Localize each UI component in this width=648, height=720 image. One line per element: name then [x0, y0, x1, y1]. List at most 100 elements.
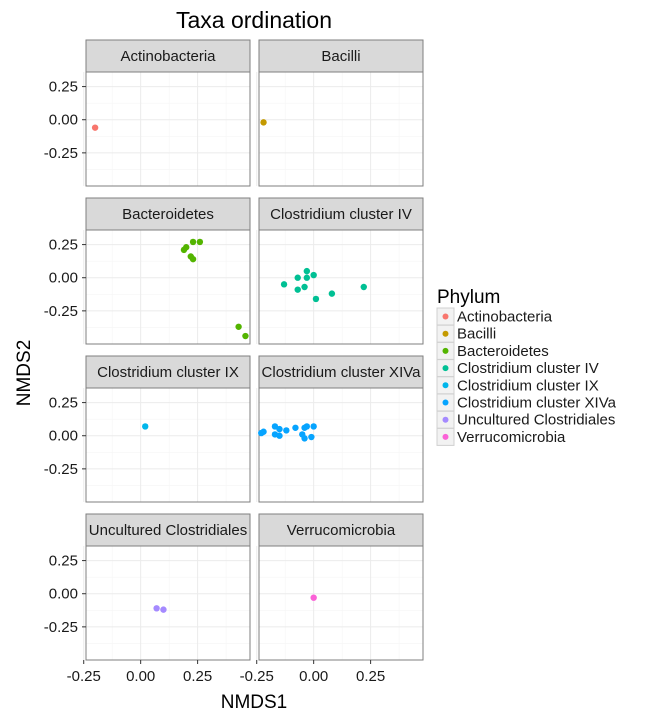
data-point-uncultured-clostridiales [160, 606, 167, 613]
panel-background [85, 71, 251, 187]
legend-label: Clostridium cluster XIVa [457, 395, 617, 412]
y-tick-label: -0.25 [44, 303, 78, 320]
legend-label: Clostridium cluster IX [457, 377, 599, 394]
y-tick-label: 0.25 [49, 237, 78, 254]
data-point-clostridium-cluster-iv [360, 283, 367, 291]
facet-actinobacteria: Actinobacteria [83, 39, 251, 187]
facet-verrucomicrobia: Verrucomicrobia [256, 513, 424, 661]
facet-strip-label: Bacteroidetes [122, 206, 214, 223]
x-axis-title: NMDS1 [221, 692, 288, 713]
panel-background [258, 229, 424, 345]
legend-marker [442, 347, 449, 354]
y-axis-ticks: 0.25 0.00 -0.25 0.25 0.00 -0.25 0.25 0.00 -0.25 0… [44, 79, 86, 636]
facet-strip-label: Uncultured Clostridiales [89, 522, 247, 539]
panel-background [258, 387, 424, 503]
data-point-bacteroidetes [180, 246, 188, 254]
legend-item-clostridium-cluster-ix: Clostridium cluster IX [436, 376, 599, 395]
data-point-clostridium-cluster-iv [294, 286, 301, 293]
legend-item-bacilli: Bacilli [436, 324, 496, 343]
data-point-bacilli [260, 119, 267, 126]
y-tick-label: -0.25 [44, 145, 78, 162]
panel-border [258, 387, 424, 503]
facet-strip-label: Clostridium cluster IX [97, 364, 239, 381]
legend-marker [442, 382, 449, 389]
legend-label: Bacteroidetes [457, 343, 549, 360]
x-axis-ticks: -0.25 0.00 0.25 -0.25 0.00 0.25 [67, 660, 385, 685]
data-point-clostridium-cluster-xiva [276, 432, 283, 439]
data-point-clostridium-cluster-iv [294, 274, 301, 281]
legend-item-clostridium-cluster-iv: Clostridium cluster IV [436, 359, 599, 378]
data-point-clostridium-cluster-iv [301, 283, 308, 291]
legend-marker [442, 433, 449, 440]
chart-title: Taxa ordination [176, 7, 332, 33]
x-tick-label: 0.25 [356, 668, 385, 685]
legend-label: Actinobacteria [457, 309, 553, 326]
panel-border [85, 545, 251, 661]
y-tick-label: 0.25 [49, 79, 78, 96]
data-point-clostridium-cluster-iv [303, 267, 311, 275]
legend-marker [442, 416, 449, 423]
data-point-clostridium-cluster-iv [312, 295, 320, 303]
legend: Phylum ActinobacteriaBacilliBacteroidete… [436, 287, 617, 446]
data-point-bacteroidetes [235, 323, 242, 330]
legend-label: Bacilli [457, 326, 496, 343]
facet-strip [258, 355, 424, 389]
panel-border [258, 71, 424, 187]
facet-strip-label: Clostridium cluster IV [270, 206, 412, 223]
y-tick-label: 0.25 [49, 553, 78, 570]
legend-marker [442, 365, 449, 372]
data-point-clostridium-cluster-xiva [308, 433, 315, 441]
facet-strip-label: Clostridium cluster XIVa [262, 364, 422, 381]
facet-bacilli: Bacilli [256, 39, 424, 187]
facet-strip [258, 513, 424, 547]
panel-border [258, 229, 424, 345]
legend-item-uncultured-clostridiales: Uncultured Clostridiales [436, 410, 615, 429]
panel-background [85, 387, 251, 503]
legend-label: Clostridium cluster IV [457, 360, 599, 377]
data-point-clostridium-cluster-iv [280, 281, 288, 288]
data-point-clostridium-cluster-xiva [283, 427, 290, 434]
facet-strip [85, 355, 251, 389]
x-tick-label: -0.25 [67, 668, 101, 685]
data-point-actinobacteria [91, 124, 99, 131]
y-tick-label: -0.25 [44, 461, 78, 478]
facet-strip [85, 197, 251, 231]
data-point-bacteroidetes [196, 238, 204, 246]
facet-uncultured-clostridiales: Uncultured Clostridiales [83, 513, 251, 661]
y-tick-label: -0.25 [44, 619, 78, 636]
data-point-uncultured-clostridiales [153, 605, 160, 612]
facet-clostridium-cluster-xiva: Clostridium cluster XIVa [256, 355, 424, 503]
data-point-clostridium-cluster-iv [303, 274, 311, 281]
data-point-clostridium-cluster-iv [328, 290, 336, 297]
facet-strip-label: Verrucomicrobia [287, 522, 396, 539]
facet-strip-label: Bacilli [321, 48, 360, 65]
data-point-bacteroidetes [189, 255, 197, 263]
data-point-bacteroidetes [189, 238, 197, 246]
facet-strip [258, 197, 424, 231]
panel-background [85, 229, 251, 345]
y-tick-label: 0.00 [49, 270, 78, 287]
legend-item-bacteroidetes: Bacteroidetes [436, 341, 549, 360]
x-tick-label: 0.00 [126, 668, 155, 685]
y-tick-label: 0.00 [49, 428, 78, 445]
data-point-verrucomicrobia [310, 594, 317, 601]
y-tick-label: 0.25 [49, 395, 78, 412]
legend-marker [442, 399, 449, 406]
legend-label: Uncultured Clostridiales [457, 412, 615, 429]
legend-label: Verrucomicrobia [457, 429, 566, 446]
data-point-clostridium-cluster-xiva [310, 423, 317, 430]
facet-strip [85, 513, 251, 547]
panel-background [258, 71, 424, 187]
facet-strip [85, 39, 251, 73]
panel-border [85, 229, 251, 345]
y-axis-title: NMDS2 [14, 340, 35, 407]
legend-marker [442, 313, 449, 320]
data-point-clostridium-cluster-xiva [276, 425, 283, 433]
panel-border [258, 545, 424, 661]
x-tick-label: -0.25 [240, 668, 274, 685]
legend-title: Phylum [437, 287, 500, 308]
facet-bacteroidetes: Bacteroidetes [83, 197, 251, 345]
data-point-clostridium-cluster-xiva [292, 424, 299, 431]
legend-marker [442, 330, 449, 337]
legend-item-clostridium-cluster-xiva: Clostridium cluster XIVa [436, 393, 617, 412]
